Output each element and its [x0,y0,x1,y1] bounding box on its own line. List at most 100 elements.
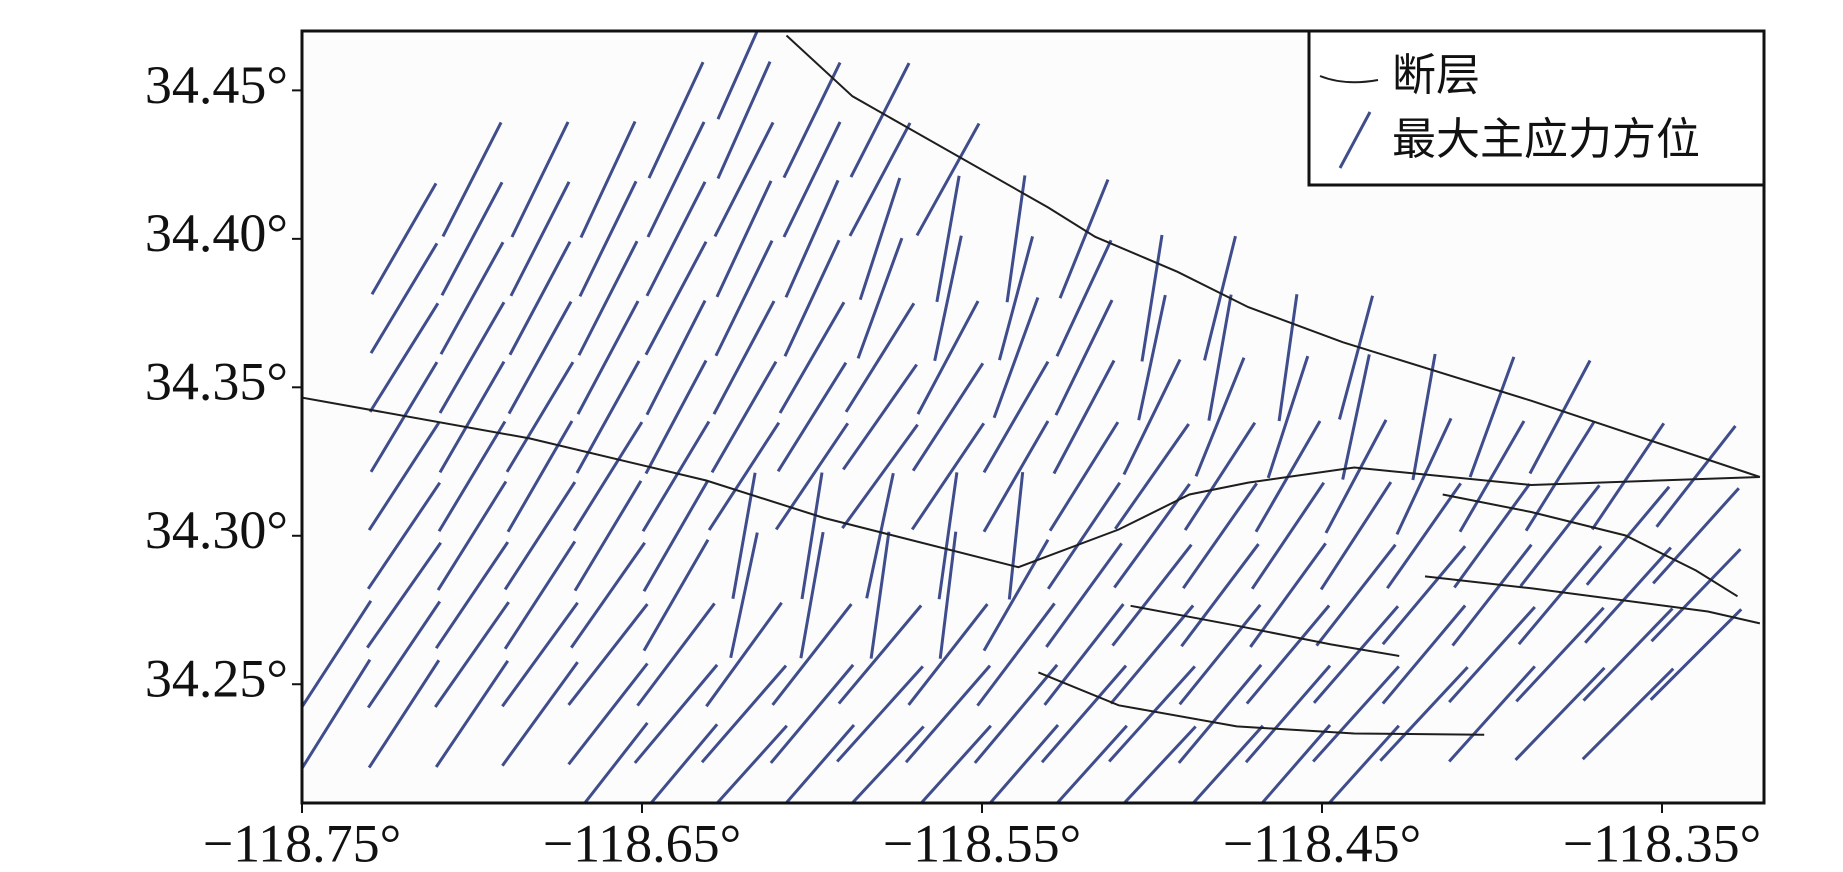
stress-orientation [1315,543,1397,647]
stress-orientation [1519,484,1601,588]
stress-orientation [935,175,961,303]
stress-orientation [1266,355,1310,479]
stress-orientation [1055,724,1128,803]
stress-orientation [1582,607,1674,702]
y-tick-label: 34.40° [145,203,288,263]
stress-orientation [582,721,649,803]
stress-orientation [642,538,710,652]
stress-orientation [1046,481,1122,590]
legend-label: 最大主应力方位 [1392,115,1700,164]
stress-orientation [1381,545,1467,646]
stress-orientation [776,361,848,473]
stress-orientation [575,360,641,474]
stress-orientation [784,179,840,298]
stress-orientation [769,663,855,764]
stress-orientation [1448,665,1536,763]
legend-box [1307,29,1766,187]
stress-orientation [302,658,372,769]
stress-orientation [1451,543,1533,647]
stress-orientation [1043,603,1125,706]
legend-fault-sample [1319,75,1379,84]
stress-orientation [501,661,579,767]
stress-orientation [915,122,981,237]
x-tick-label: −118.65° [543,813,742,872]
stress-orientation [710,360,778,474]
stress-orientation [1458,420,1526,533]
y-tick-label: 34.45° [145,55,288,115]
y-tick-label: 34.35° [145,352,288,412]
stress-orientation [440,181,504,297]
stress-orientation [1448,605,1536,704]
stress-orientation [1140,234,1164,362]
stress-orientation [1005,175,1027,303]
stress-orientation [848,122,912,237]
stress-orientation [633,663,719,764]
stress-orientation [503,481,577,591]
stress-orientation [865,472,895,599]
stress-orientation [567,603,649,706]
stress-orientation [644,359,708,475]
stress-orientation [1052,359,1116,475]
stress-orientation [1517,545,1603,646]
stress-orientation [778,301,846,414]
stress-orientation [645,299,707,416]
stress-orientation [907,603,989,706]
stress-orientation [1341,354,1371,480]
stress-orientation [646,121,706,238]
stress-orientation [1137,294,1167,421]
stress-orientation [1055,239,1113,357]
stress-orientation [503,540,577,650]
stress-orientation [910,422,986,531]
stress-orientation [714,240,774,357]
stress-orientation [366,600,442,709]
x-tick-label: −118.55° [883,813,1082,872]
x-tick-label: −118.45° [1223,813,1422,872]
stress-orientation [982,420,1050,533]
stress-orientation [731,472,757,600]
stress-orientation [1379,666,1469,762]
stress-orientation [707,421,781,531]
stress-orientation [1324,419,1388,534]
stress-orientation [919,724,992,803]
stress-orientation [1312,605,1400,704]
stress-orientation [1245,604,1331,705]
stress-orientation [366,481,442,590]
stress-orientation [783,239,841,357]
fault-line [302,34,1761,736]
stress-orientation [506,420,574,533]
y-tick-label: 34.25° [145,649,288,709]
legend-label: 断层 [1392,51,1480,100]
stress-orientation [712,300,776,415]
stress-orientation [438,360,506,474]
stress-orientation [570,541,646,649]
stress-orientation [982,538,1050,652]
stress-orientation [1111,543,1193,647]
stress-orientation [1395,417,1453,536]
stress-orientation [844,302,916,413]
stress-orientation [841,423,919,530]
stress-orientation [1109,604,1195,705]
stress-orientation [367,659,441,769]
stress-orientation [1182,482,1258,590]
stress-orientation [1048,421,1120,532]
legend-stress-sample [1338,111,1372,169]
stress-orientation [436,480,508,591]
x-tick-label: −118.35° [1563,813,1762,872]
stress-orientation [911,362,985,472]
stress-orientation [636,602,716,707]
stress-orientation [997,236,1035,361]
stress-orientation [1312,665,1400,763]
stress-orientation [1122,358,1182,476]
stress-orientation [1260,724,1332,803]
stress-orientation [1122,725,1197,803]
stress-orientation [302,600,373,710]
stress-orientation [715,724,788,803]
stress-orientation [576,300,640,415]
stress-orientation [937,472,959,600]
stress-orientation [976,602,1056,707]
stress-orientation [784,724,856,803]
stress-orientation [1249,542,1327,648]
stress-orientation [849,62,911,178]
stress-orientation [705,601,783,708]
